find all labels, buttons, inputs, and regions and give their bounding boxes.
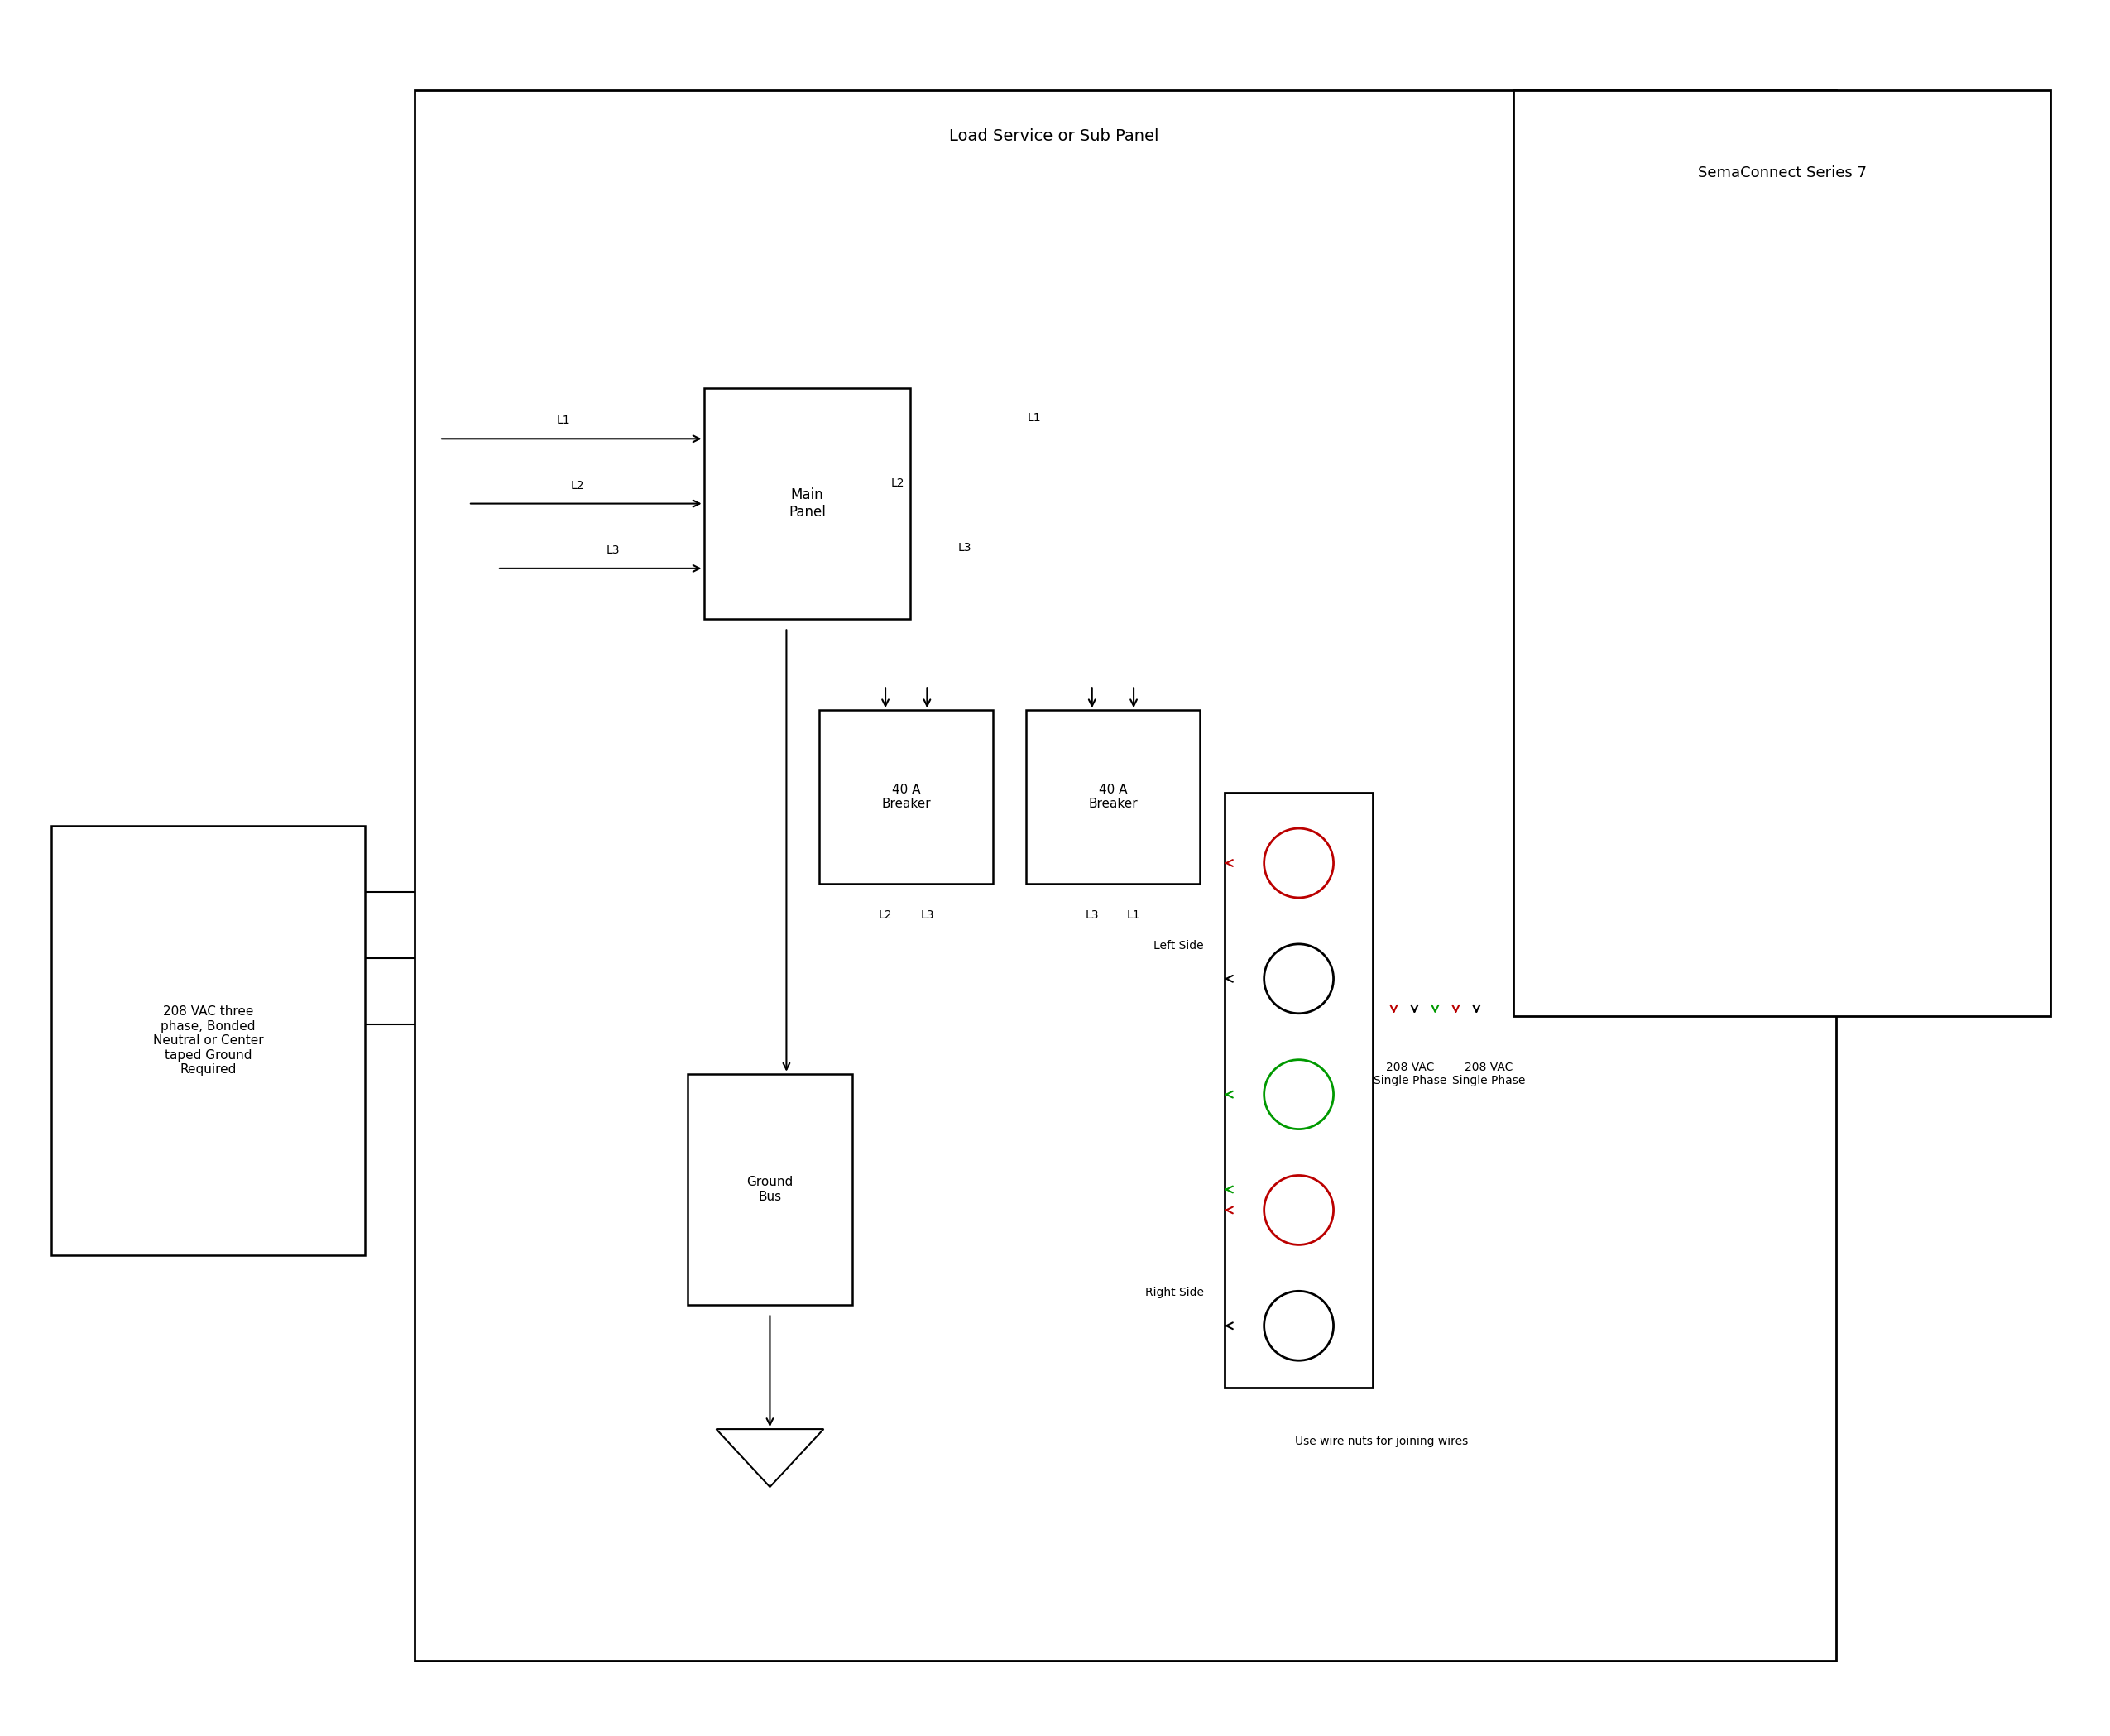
- Text: L1: L1: [557, 415, 570, 427]
- Text: L1: L1: [1028, 413, 1040, 424]
- Text: 208 VAC
Single Phase: 208 VAC Single Phase: [1374, 1061, 1447, 1087]
- Text: L2: L2: [878, 910, 893, 920]
- Bar: [705, 387, 909, 620]
- Text: L3: L3: [1085, 910, 1099, 920]
- Text: 208 VAC
Single Phase: 208 VAC Single Phase: [1452, 1061, 1526, 1087]
- Bar: [414, 90, 1836, 1660]
- Text: Left Side: Left Side: [1154, 939, 1203, 951]
- Bar: [1224, 793, 1374, 1387]
- Text: L3: L3: [606, 545, 620, 556]
- Text: 208 VAC three
phase, Bonded
Neutral or Center
taped Ground
Required: 208 VAC three phase, Bonded Neutral or C…: [152, 1005, 264, 1076]
- Text: L2: L2: [572, 479, 584, 491]
- Bar: [1513, 90, 2051, 1016]
- Text: Main
Panel: Main Panel: [789, 488, 825, 519]
- Polygon shape: [715, 1429, 823, 1488]
- Text: L3: L3: [920, 910, 935, 920]
- Text: Ground
Bus: Ground Bus: [747, 1175, 793, 1203]
- Text: Use wire nuts for joining wires: Use wire nuts for joining wires: [1296, 1436, 1469, 1448]
- Text: Right Side: Right Side: [1146, 1286, 1203, 1299]
- Text: L3: L3: [958, 542, 973, 554]
- Text: L2: L2: [890, 477, 905, 490]
- Bar: [688, 1075, 852, 1305]
- Bar: [51, 826, 365, 1255]
- Text: 40 A
Breaker: 40 A Breaker: [1089, 783, 1137, 811]
- Text: 40 A
Breaker: 40 A Breaker: [882, 783, 931, 811]
- Text: Load Service or Sub Panel: Load Service or Sub Panel: [949, 128, 1158, 144]
- Bar: [819, 710, 994, 884]
- Text: SemaConnect Series 7: SemaConnect Series 7: [1699, 165, 1867, 181]
- Bar: [1025, 710, 1201, 884]
- Text: L1: L1: [1127, 910, 1142, 920]
